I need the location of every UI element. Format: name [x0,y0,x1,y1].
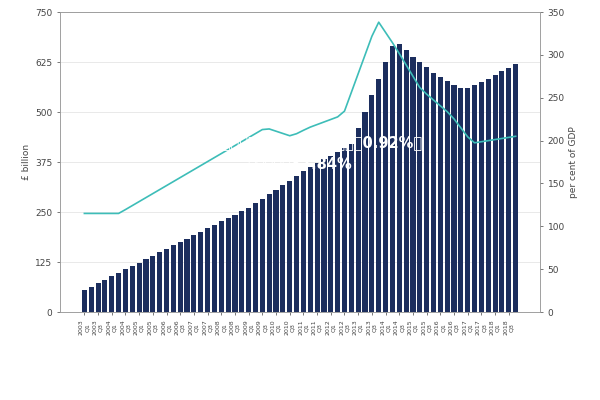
Bar [438,77,443,312]
Bar [451,85,457,312]
Bar [95,283,101,312]
Bar [390,46,395,312]
Bar [246,208,251,312]
Bar [431,72,436,312]
Y-axis label: £ billion: £ billion [22,144,31,180]
Bar [485,78,491,312]
Bar [212,225,217,312]
Bar [506,68,511,312]
Bar [266,194,272,312]
Bar [205,228,210,312]
Bar [184,239,190,312]
Bar [178,242,183,312]
Bar [458,88,463,312]
Bar [472,85,477,312]
Bar [397,44,402,312]
Bar [191,235,196,312]
Bar [239,211,244,312]
Bar [219,222,224,312]
Bar [198,232,203,312]
Bar [322,160,326,312]
Bar [342,148,347,312]
Bar [130,266,135,312]
Bar [287,180,292,312]
Bar [89,286,94,312]
Bar [82,290,87,312]
Bar [308,167,313,312]
Bar [499,71,505,312]
Bar [150,256,155,312]
Bar [123,270,128,312]
Bar [445,81,450,312]
Bar [143,259,149,312]
Bar [376,79,381,312]
Bar [479,82,484,312]
Bar [137,262,142,312]
Bar [404,50,409,312]
Bar [164,249,169,312]
Bar [103,280,107,312]
Bar [280,185,286,312]
Bar [424,67,429,312]
Bar [362,112,368,312]
Bar [410,57,416,312]
Bar [328,156,334,312]
Bar [383,62,388,312]
Bar [370,96,374,312]
Bar [157,252,162,312]
Bar [253,203,258,312]
Text: 可靠的线上配资平台 5月20日永吉转债上涨0.92%，
转股溢价率37.84%: 可靠的线上配资平台 5月20日永吉转债上涨0.92%， 转股溢价率37.84% [178,136,422,172]
Bar [301,172,306,312]
Bar [349,144,354,312]
Bar [260,199,265,312]
Y-axis label: per cent of GDP: per cent of GDP [569,126,578,198]
Bar [493,75,497,312]
Bar [417,62,422,312]
Bar [226,218,230,312]
Bar [274,190,278,312]
Bar [116,273,121,312]
Bar [335,152,340,312]
Bar [294,176,299,312]
Bar [513,64,518,312]
Bar [232,215,238,312]
Bar [465,88,470,312]
Bar [171,246,176,312]
Bar [314,163,320,312]
Bar [356,128,361,312]
Bar [109,276,115,312]
